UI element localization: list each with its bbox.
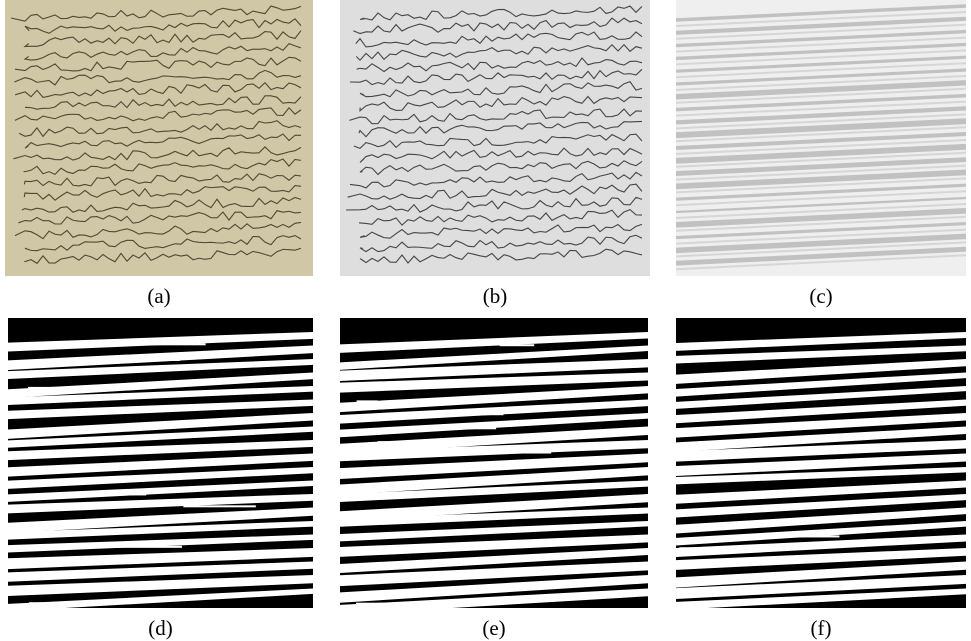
mask-fragment xyxy=(811,588,838,590)
panel-image xyxy=(676,0,966,276)
mask-fragment xyxy=(445,427,496,429)
panel-image xyxy=(5,0,313,276)
mask-fragment xyxy=(456,371,488,373)
mask-fragment xyxy=(126,343,205,345)
mask-fragment xyxy=(477,574,506,576)
panel-label: (f) xyxy=(676,616,966,641)
panel: (b) xyxy=(340,0,650,276)
panel-image xyxy=(676,318,966,608)
panel-image xyxy=(8,318,313,608)
mask-fragment xyxy=(420,509,476,511)
mask-fragment xyxy=(156,359,181,361)
mask-fragment xyxy=(357,400,378,402)
mask-fragment xyxy=(29,602,63,604)
panel-label: (e) xyxy=(340,616,648,641)
mask-fragment xyxy=(456,413,504,415)
figure: {"figure": {"panels": [ {"label": "(a)"}… xyxy=(0,0,971,635)
panel: (c) xyxy=(676,0,966,276)
mask-fragment xyxy=(378,441,445,443)
panel-label: (b) xyxy=(340,284,650,309)
panel-image xyxy=(340,318,648,608)
mask-fragment xyxy=(465,482,510,484)
mask-fragment xyxy=(679,547,733,549)
mask-fragment xyxy=(778,440,824,442)
panel: (d) xyxy=(8,318,313,608)
mask-fragment xyxy=(80,480,137,482)
mask-fragment xyxy=(737,508,791,510)
mask-fragment xyxy=(725,387,758,389)
panel-label: (a) xyxy=(5,284,313,309)
panel: (a) xyxy=(5,0,313,276)
mask-fragment xyxy=(28,387,57,389)
panel-label: (c) xyxy=(676,284,966,309)
mask-fragment xyxy=(708,400,757,402)
mask-fragment xyxy=(356,603,411,605)
mask-fragment xyxy=(183,505,255,507)
mask-fragment xyxy=(500,344,535,346)
mask-fragment xyxy=(18,398,39,400)
panel: (e) xyxy=(340,318,648,608)
mask-fragment xyxy=(787,535,840,537)
panel-image xyxy=(340,0,650,276)
mask-fragment xyxy=(407,562,482,564)
mask-fragment xyxy=(370,519,432,521)
mask-fragment xyxy=(96,427,129,429)
mask-fragment xyxy=(105,546,182,548)
panel-label: (d) xyxy=(8,616,313,641)
mask-fragment xyxy=(743,343,775,345)
panel: (f) xyxy=(676,318,966,608)
mask-fragment xyxy=(73,493,146,495)
mask-fragment xyxy=(497,452,552,454)
mask-fragment xyxy=(732,452,755,454)
mask-fragment xyxy=(26,559,93,561)
